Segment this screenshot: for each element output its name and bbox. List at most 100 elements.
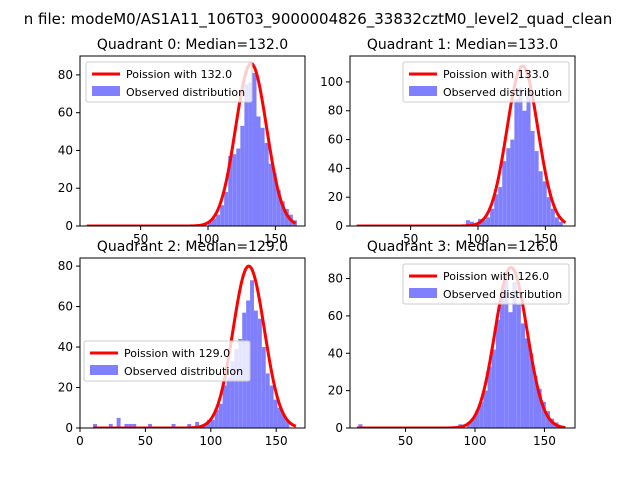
histogram-bar [195, 421, 200, 428]
histogram-bar [504, 278, 509, 428]
x-tick-label: 50 [138, 434, 153, 448]
histogram-bar [116, 417, 121, 428]
panel-0-title: Quadrant 0: Median=132.0 [97, 37, 288, 53]
histogram-bar [506, 148, 511, 226]
y-tick-label: 60 [58, 106, 73, 120]
legend-hist-label: Observed distribution [443, 86, 562, 99]
panel-2: Quadrant 2: Median=129.0 0 50 100 150 0 20 40 60… [58, 239, 306, 448]
legend-hist-label: Observed distribution [126, 86, 245, 99]
histogram-bar [525, 338, 530, 428]
histogram-bar [500, 293, 505, 428]
x-tick-label: 0 [76, 434, 84, 448]
histogram-bar [512, 282, 517, 428]
histogram-bar [124, 423, 129, 428]
legend-box [83, 340, 251, 382]
histogram-bar [534, 151, 539, 226]
histogram-bar [479, 401, 484, 428]
legend-hist-label: Observed distribution [443, 288, 562, 301]
histogram-bar [236, 148, 241, 226]
histogram-bar [148, 423, 152, 428]
histogram-bar [220, 205, 225, 226]
y-tick-label: 0 [335, 421, 343, 435]
histogram-bar [108, 423, 113, 428]
legend-hist-swatch [409, 86, 437, 96]
histogram-bar [545, 411, 550, 428]
x-tick-label: 150 [534, 232, 557, 246]
histogram-bar [546, 197, 551, 226]
histogram-bar [550, 208, 555, 226]
legend: Poission with 133.0 Observed distribution [402, 61, 570, 103]
legend-hist-swatch [409, 288, 437, 298]
histogram-bar [261, 347, 266, 428]
histogram-bar [128, 423, 133, 428]
x-tick-label: 100 [467, 232, 490, 246]
y-tick-label: 0 [335, 219, 343, 233]
histogram-bar [537, 388, 542, 428]
histogram-bar [554, 217, 559, 226]
legend-hist-swatch [92, 86, 120, 96]
axes-frame [79, 55, 306, 227]
legend-fit-label: Poission with 133.0 [443, 68, 549, 81]
histogram-bar [541, 401, 546, 428]
histogram-bar [533, 375, 538, 428]
histogram-bar [491, 349, 496, 428]
histogram-bar [465, 220, 470, 226]
histogram-bar [281, 413, 286, 428]
histogram-bar [264, 142, 269, 226]
y-tick-label: 80 [328, 104, 343, 118]
axes-frame [349, 55, 576, 227]
x-tick-label: 100 [199, 434, 222, 448]
histogram-bar [218, 403, 223, 428]
histogram-bar [558, 221, 563, 226]
histogram-bar [187, 423, 192, 428]
y-tick-label: 0 [65, 219, 73, 233]
histogram-bar [216, 214, 221, 226]
panel-2-title: Quadrant 2: Median=129.0 [97, 239, 288, 255]
histogram-bar [514, 99, 519, 226]
legend: Poission with 126.0 Observed distribution [402, 263, 570, 305]
histogram-bar [93, 423, 98, 428]
histogram-bar [226, 377, 231, 428]
y-tick-label: 40 [58, 143, 73, 157]
histogram-bar [273, 399, 278, 428]
y-tick-label: 20 [328, 384, 343, 398]
histogram-bar [486, 217, 491, 226]
panel-1-title: Quadrant 1: Median=133.0 [367, 37, 558, 53]
histogram-bar [248, 82, 253, 226]
histogram-bar [276, 190, 281, 226]
y-tick-label: 20 [58, 181, 73, 195]
y-tick-label: 100 [320, 75, 343, 89]
y-tick-label: 20 [58, 381, 73, 395]
histogram-bar [277, 407, 282, 428]
y-tick-label: 60 [328, 309, 343, 323]
histogram-bar [542, 181, 547, 226]
panel-1: Quadrant 1: Median=133.0 50 100 150 0 20 40 60 8… [320, 37, 576, 246]
y-tick-label: 40 [328, 161, 343, 175]
histogram-bar [260, 127, 265, 226]
histogram-bar [252, 73, 257, 226]
x-tick-label: 50 [398, 434, 413, 448]
histogram-bar [466, 422, 471, 428]
x-tick-label: 50 [403, 232, 418, 246]
legend-fit-label: Poission with 132.0 [126, 68, 232, 81]
histogram-bar [238, 338, 243, 428]
legend: Poission with 129.0 Observed distribution [83, 340, 251, 382]
poisson-fit-line [356, 265, 567, 428]
histogram-bar [269, 385, 274, 428]
histogram-bar [495, 319, 500, 428]
histogram-bar [253, 310, 258, 428]
histogram-bar [483, 390, 488, 428]
histogram-bar [285, 419, 290, 428]
histogram-bar [250, 280, 254, 428]
histogram-bar [358, 424, 363, 428]
histogram-bar [475, 411, 480, 428]
legend-hist-swatch [90, 365, 118, 375]
figure-suptitle: n file: modeM0/AS1A11_106T03_9000004826_… [24, 10, 613, 29]
histogram-bar [284, 209, 289, 226]
histogram-bar [224, 192, 229, 226]
histogram-bar [214, 409, 219, 428]
histogram-bar [272, 173, 277, 226]
legend-hist-label: Observed distribution [124, 365, 243, 378]
y-tick-label: 40 [58, 340, 73, 354]
y-tick-label: 80 [328, 272, 343, 286]
